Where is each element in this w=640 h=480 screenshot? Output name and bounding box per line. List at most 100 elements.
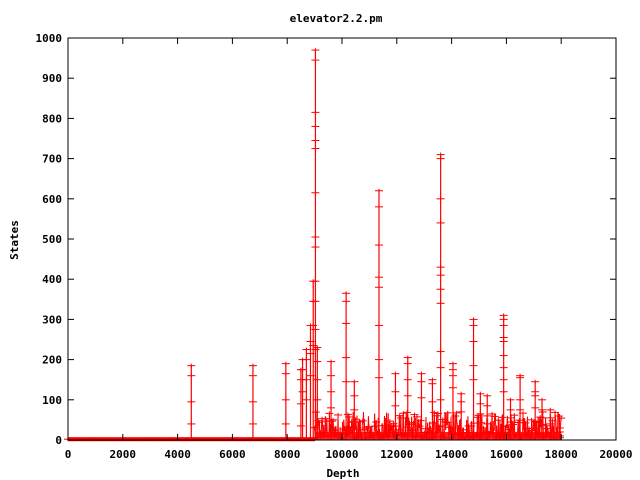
spike-point <box>436 196 445 201</box>
spike-point <box>350 407 359 412</box>
spike-point <box>311 190 320 195</box>
spike-point <box>531 393 540 398</box>
spike-point <box>374 375 383 380</box>
spike-point <box>403 355 412 360</box>
spike-point <box>457 391 466 396</box>
spike-point <box>374 204 383 209</box>
y-tick-label: 0 <box>55 434 62 447</box>
spike-point <box>296 423 305 428</box>
spike-point <box>555 429 564 434</box>
spike-point <box>327 405 336 410</box>
spike-point <box>374 243 383 248</box>
spike-point <box>499 389 508 394</box>
spike-point <box>555 425 564 430</box>
spike-point <box>448 373 457 378</box>
spike-point <box>313 377 322 382</box>
spike-point <box>342 299 351 304</box>
spike-point <box>342 379 351 384</box>
spike-point <box>417 371 426 376</box>
spike-point <box>546 407 555 412</box>
x-tick-label: 6000 <box>219 448 246 461</box>
x-axis-ticks: 0 2000 4000 6000 8000 10000 12000 14000 16000 180… <box>65 38 633 461</box>
spike-point <box>298 389 307 394</box>
y-tick-label: 400 <box>42 273 62 286</box>
spike-point <box>448 367 457 372</box>
spike-point <box>311 327 320 332</box>
spike-point <box>374 188 383 193</box>
spike-point <box>538 407 547 412</box>
spike-point <box>531 379 540 384</box>
spike-point <box>469 377 478 382</box>
spike-point <box>248 399 257 404</box>
spike-point <box>391 403 400 408</box>
spike-point <box>499 313 508 318</box>
spike-point <box>469 363 478 368</box>
spike-point <box>476 391 485 396</box>
spike-point <box>436 152 445 157</box>
spike-point <box>483 413 492 418</box>
y-tick-label: 200 <box>42 354 62 367</box>
spike-point <box>436 220 445 225</box>
spike-point <box>327 373 336 378</box>
x-tick-label: 0 <box>65 448 72 461</box>
spike-point <box>469 323 478 328</box>
spike-point <box>531 405 540 410</box>
spike-point <box>546 421 555 426</box>
spike-point <box>417 379 426 384</box>
spike-point <box>313 359 322 364</box>
series-point <box>557 416 566 421</box>
spike-point <box>531 389 540 394</box>
spike-point <box>248 421 257 426</box>
spike-point <box>499 335 508 340</box>
y-tick-label: 600 <box>42 193 62 206</box>
spike-point <box>476 401 485 406</box>
spike-point <box>516 375 525 380</box>
spike-point <box>374 323 383 328</box>
spike-point <box>483 403 492 408</box>
spike-point <box>436 349 445 354</box>
spike-point <box>516 397 525 402</box>
spike-point <box>436 365 445 370</box>
spike-point <box>302 377 311 382</box>
spike-point <box>436 273 445 278</box>
y-axis-label: States <box>8 220 21 260</box>
spike-point <box>350 379 359 384</box>
spike-point <box>187 363 196 368</box>
spike-point <box>311 138 320 143</box>
spike-point <box>187 399 196 404</box>
spike-point <box>516 407 525 412</box>
y-tick-label: 500 <box>42 233 62 246</box>
spike-point <box>499 377 508 382</box>
spike-point <box>538 415 547 420</box>
spike-point <box>313 397 322 402</box>
chart-title: elevator2.2.pm <box>290 12 383 25</box>
y-tick-label: 800 <box>42 112 62 125</box>
x-tick-label: 8000 <box>274 448 301 461</box>
spike-point <box>555 433 564 438</box>
x-tick-label: 20000 <box>599 448 632 461</box>
x-axis-label: Depth <box>326 467 359 480</box>
spike-point <box>342 321 351 326</box>
y-axis-ticks: 0 100 200 300 400 500 600 700 800 900 1000 <box>36 32 616 447</box>
spike-point <box>374 285 383 290</box>
spike-point <box>428 381 437 386</box>
spike-point <box>436 287 445 292</box>
spike-point <box>499 365 508 370</box>
spike-point <box>417 395 426 400</box>
spike-point <box>499 323 508 328</box>
spike-point <box>469 317 478 322</box>
spike-point <box>391 371 400 376</box>
spike-point <box>483 393 492 398</box>
spike-point <box>302 347 311 352</box>
spike-point <box>436 397 445 402</box>
spike-point <box>403 393 412 398</box>
spike-point <box>311 299 320 304</box>
spike-point <box>281 397 290 402</box>
spike-point <box>374 357 383 362</box>
spike-point <box>187 373 196 378</box>
spike-point <box>506 415 515 420</box>
spike-point <box>506 397 515 402</box>
spike-point <box>476 411 485 416</box>
spike-point <box>342 355 351 360</box>
